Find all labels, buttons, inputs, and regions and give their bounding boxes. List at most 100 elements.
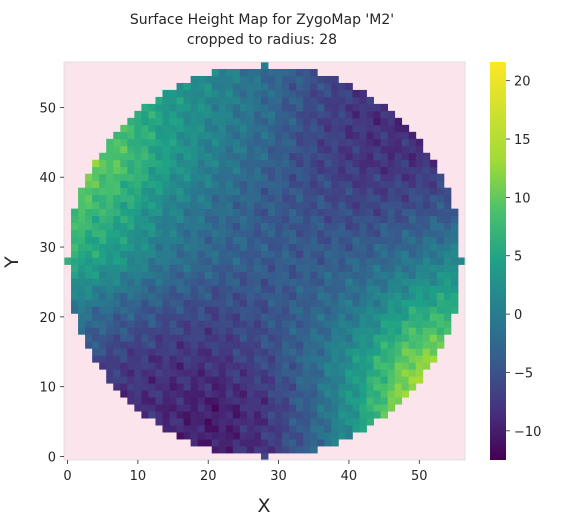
heatmap-cell — [457, 257, 466, 265]
heatmap-cell — [373, 222, 381, 230]
heatmap-cell — [345, 383, 353, 391]
heatmap-cell — [338, 131, 346, 140]
heatmap-cell — [338, 327, 346, 335]
heatmap-cell — [183, 138, 192, 147]
heatmap-cell — [225, 369, 234, 377]
heatmap-cell — [373, 208, 381, 217]
heatmap-cell — [422, 180, 431, 189]
heatmap-cell — [183, 173, 192, 182]
heatmap-cell — [317, 341, 325, 349]
heatmap-cell — [296, 404, 304, 412]
heatmap-cell — [394, 264, 403, 272]
heatmap-cell — [211, 215, 220, 223]
heatmap-cell — [141, 201, 149, 210]
heatmap-cell — [190, 194, 199, 203]
heatmap-cell — [134, 355, 142, 363]
heatmap-cell — [352, 306, 360, 314]
heatmap-cell — [211, 446, 220, 454]
heatmap-cell — [162, 292, 170, 300]
heatmap-cell — [373, 131, 381, 140]
heatmap-cell — [282, 159, 290, 168]
heatmap-cell — [268, 208, 276, 217]
heatmap-cell — [99, 348, 107, 356]
heatmap-cell — [232, 383, 241, 391]
heatmap-cell — [296, 110, 304, 119]
heatmap-cell — [408, 334, 417, 342]
heatmap-cell — [331, 222, 339, 230]
heatmap-cell — [197, 89, 206, 98]
heatmap-cell — [169, 152, 177, 161]
heatmap-cell — [352, 145, 360, 154]
heatmap-cell — [275, 446, 283, 454]
heatmap-cell — [148, 180, 156, 189]
heatmap-cell — [78, 271, 86, 279]
heatmap-cell — [380, 250, 389, 258]
heatmap-cell — [148, 397, 156, 405]
heatmap-cell — [148, 236, 156, 244]
heatmap-cell — [324, 264, 332, 272]
heatmap-cell — [260, 229, 269, 237]
heatmap-cell — [183, 418, 192, 426]
heatmap-cell — [289, 285, 297, 293]
heatmap-cell — [324, 285, 332, 293]
heatmap-cell — [317, 194, 325, 203]
x-tick-label: 30 — [270, 469, 287, 484]
heatmap-cell — [134, 222, 142, 230]
heatmap-cell — [345, 250, 353, 258]
heatmap-cell — [162, 257, 170, 265]
heatmap-cell — [324, 110, 332, 119]
heatmap-cell — [401, 166, 410, 175]
heatmap-cell — [303, 82, 311, 91]
heatmap-cell — [246, 362, 255, 370]
heatmap-cell — [436, 278, 445, 286]
heatmap-cell — [176, 278, 184, 286]
heatmap-cell — [359, 124, 367, 133]
heatmap-cell — [99, 285, 107, 293]
heatmap-cell — [246, 103, 255, 112]
heatmap-cell — [169, 194, 177, 203]
heatmap-cell — [148, 159, 156, 168]
heatmap-cell — [373, 341, 381, 349]
heatmap-cell — [394, 166, 403, 175]
heatmap-cell — [253, 131, 262, 140]
heatmap-cell — [190, 222, 199, 230]
heatmap-cell — [78, 264, 86, 272]
heatmap-cell — [162, 418, 170, 426]
heatmap-cell — [232, 369, 241, 377]
heatmap-cell — [345, 397, 353, 405]
heatmap-cell — [183, 383, 192, 391]
heatmap-cell — [253, 82, 262, 91]
heatmap-cell — [338, 264, 346, 272]
heatmap-cell — [331, 327, 339, 335]
heatmap-cell — [127, 138, 135, 147]
heatmap-cell — [268, 145, 276, 154]
heatmap-cell — [275, 411, 283, 419]
heatmap-cell — [289, 376, 297, 384]
heatmap-cell — [246, 145, 255, 154]
heatmap-cell — [120, 222, 128, 230]
heatmap-cell — [120, 264, 128, 272]
heatmap-cell — [324, 215, 332, 223]
heatmap-cell — [324, 439, 332, 447]
heatmap-cell — [162, 327, 170, 335]
heatmap-cell — [380, 131, 389, 140]
heatmap-cell — [380, 103, 389, 112]
heatmap-cell — [239, 271, 248, 279]
heatmap-cell — [134, 166, 142, 175]
heatmap-cell — [387, 145, 396, 154]
heatmap-cell — [183, 222, 192, 230]
heatmap-cell — [394, 187, 403, 196]
heatmap-cell — [183, 257, 192, 265]
heatmap-cell — [113, 201, 121, 210]
heatmap-cell — [296, 208, 304, 217]
heatmap-cell — [317, 348, 325, 356]
heatmap-cell — [106, 222, 114, 230]
heatmap-cell — [331, 75, 339, 84]
heatmap-cell — [176, 327, 184, 335]
heatmap-cell — [162, 278, 170, 286]
heatmap-cell — [282, 236, 290, 244]
heatmap-cell — [436, 236, 445, 244]
heatmap-cell — [387, 313, 396, 321]
heatmap-cell — [155, 327, 163, 335]
heatmap-cell — [190, 145, 199, 154]
